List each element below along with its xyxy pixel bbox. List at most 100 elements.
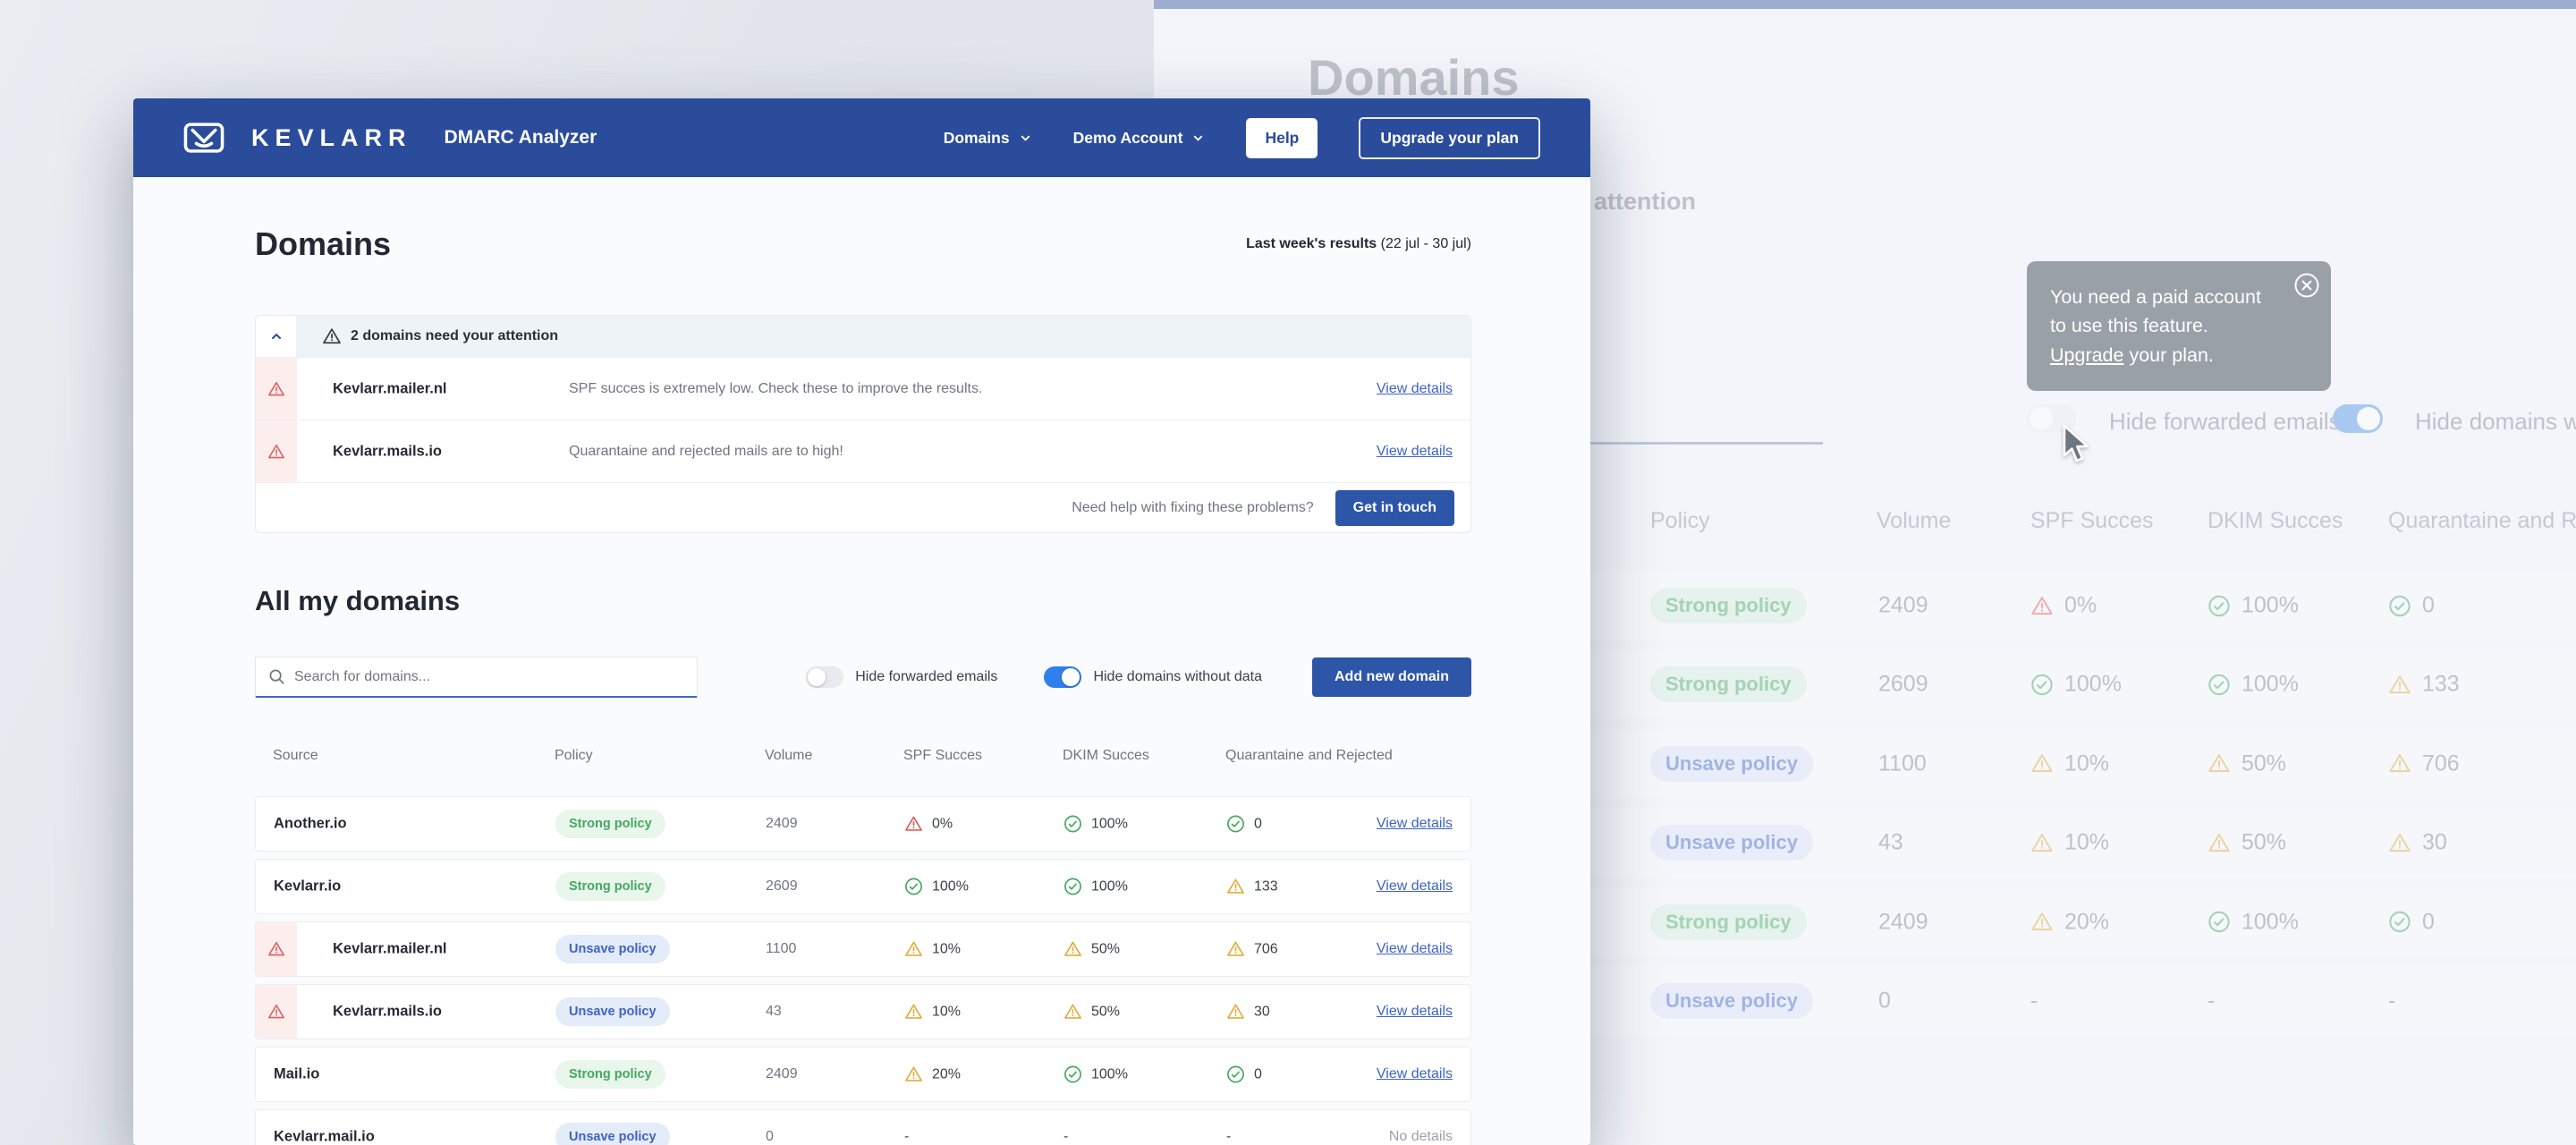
spf-cell: - xyxy=(904,1129,909,1145)
background-policy-badge: Strong policy xyxy=(1650,588,1807,623)
policy-badge: Unsave policy xyxy=(555,1123,670,1145)
alert-row: Kevlarr.mails.io Quarantaine and rejecte… xyxy=(256,420,1470,482)
background-dkim: - xyxy=(2207,988,2215,1014)
attention-panel-title: 2 domains need your attention xyxy=(351,328,559,344)
table-row: Kevlarr.mail.io Unsave policy 0 - - - No… xyxy=(255,1109,1471,1145)
check-circle-icon xyxy=(904,878,923,896)
dkim-cell: - xyxy=(1063,1129,1068,1145)
background-volume: 43 xyxy=(1878,829,1903,855)
status-value: - xyxy=(1063,1129,1069,1144)
results-label: Last week's results xyxy=(1246,236,1377,251)
warning-triangle-icon xyxy=(904,815,923,834)
view-details-link[interactable]: View details xyxy=(1376,941,1453,956)
nav-account[interactable]: Demo Account xyxy=(1073,129,1206,148)
view-details-link[interactable]: View details xyxy=(1376,816,1453,831)
status-value: - xyxy=(2030,988,2038,1014)
brand-name: KEVLARR xyxy=(251,123,412,151)
background-dkim: 100% xyxy=(2207,593,2299,619)
background-dkim: 50% xyxy=(2207,751,2286,776)
background-column-header: SPF Succes xyxy=(2030,508,2154,533)
toggle-off[interactable] xyxy=(806,666,844,688)
status-value: - xyxy=(2388,988,2396,1014)
quarantine-cell: 0 xyxy=(1226,815,1262,834)
get-in-touch-button[interactable]: Get in touch xyxy=(1335,489,1454,526)
warning-triangle-icon xyxy=(2388,752,2411,776)
status-value: - xyxy=(2207,988,2216,1014)
background-search-underline xyxy=(1480,442,1823,445)
table-row: Kevlarr.io Strong policy 2609 100% 100% … xyxy=(255,859,1471,914)
status-value: - xyxy=(904,1129,910,1144)
warning-triangle-icon xyxy=(2388,831,2411,854)
app-window: KEVLARR DMARC Analyzer Domains Demo Acco… xyxy=(133,98,1590,1145)
policy-cell: Strong policy xyxy=(555,810,665,838)
background-policy-badge: Unsave policy xyxy=(1650,983,1813,1019)
volume-value: 2409 xyxy=(766,816,798,831)
warning-triangle-icon xyxy=(2030,594,2054,617)
status-value: 0% xyxy=(2064,592,2097,618)
policy-badge: Unsave policy xyxy=(555,935,670,963)
domain-name: Mail.io xyxy=(274,1065,320,1082)
no-details-label: No details xyxy=(1388,1129,1453,1144)
quarantine-cell: 133 xyxy=(1226,878,1278,896)
view-details-link[interactable]: View details xyxy=(1376,1066,1453,1081)
check-circle-icon xyxy=(1063,878,1082,896)
add-new-domain-button[interactable]: Add new domain xyxy=(1312,657,1471,697)
warning-triangle-icon xyxy=(267,1003,285,1021)
toggle-on[interactable] xyxy=(1044,666,1082,688)
results-range: (22 jul - 30 jul) xyxy=(1377,236,1471,251)
tooltip-text: You need a paid account to use this feat… xyxy=(2050,286,2261,337)
volume-value: 0 xyxy=(766,1129,774,1144)
status-value: 10% xyxy=(2064,751,2110,776)
policy-cell: Strong policy xyxy=(555,872,665,901)
status-value: 0 xyxy=(2422,592,2435,618)
check-circle-icon xyxy=(2207,594,2231,617)
view-details-link[interactable]: View details xyxy=(1376,1004,1453,1019)
view-details-link[interactable]: View details xyxy=(1376,878,1453,894)
collapse-panel-button[interactable] xyxy=(256,316,297,357)
toggle-group: Hide forwarded emails xyxy=(806,666,997,688)
table-row: Mail.io Strong policy 2409 20% 100% 0 Vi… xyxy=(255,1047,1471,1102)
col-dkim: DKIM Succes xyxy=(1063,748,1149,763)
toggle-label: Hide forwarded emails xyxy=(855,669,998,684)
quarantine-cell: 30 xyxy=(1226,1003,1270,1022)
search-input[interactable] xyxy=(294,668,684,685)
toggle-knob xyxy=(1062,668,1080,686)
status-value: 100% xyxy=(932,878,969,894)
view-details-link[interactable]: View details xyxy=(1376,443,1453,459)
close-icon[interactable] xyxy=(2293,272,2320,299)
check-circle-icon xyxy=(2388,594,2411,617)
status-value: 706 xyxy=(2422,751,2460,776)
table-header: Source Policy Volume SPF Succes DKIM Suc… xyxy=(255,748,1471,768)
warning-triangle-icon xyxy=(1226,878,1245,896)
check-circle-icon xyxy=(1226,1065,1245,1084)
nav-domains[interactable]: Domains xyxy=(944,129,1032,148)
status-value: 100% xyxy=(1091,878,1128,894)
status-value: 30 xyxy=(1254,1004,1270,1019)
background-quarantine: 133 xyxy=(2388,672,2460,698)
chevron-up-icon xyxy=(271,334,281,339)
toggle-knob xyxy=(808,668,826,686)
table-row: Another.io Strong policy 2409 0% 100% 0 … xyxy=(255,796,1471,852)
warning-triangle-icon xyxy=(2207,752,2231,776)
background-spf: 20% xyxy=(2030,909,2109,935)
nav-account-label: Demo Account xyxy=(1072,128,1183,147)
view-details-link[interactable]: View details xyxy=(1376,380,1453,396)
help-button[interactable]: Help xyxy=(1246,117,1318,158)
status-value: 100% xyxy=(1091,1066,1128,1081)
status-value: 0 xyxy=(1254,1066,1262,1081)
status-value: 133 xyxy=(2422,671,2460,697)
domain-name: Kevlarr.mailer.nl xyxy=(333,940,447,957)
background-toggle-label: Hide domains without data xyxy=(2415,408,2576,435)
background-volume: 0 xyxy=(1878,988,1891,1014)
warning-triangle-icon xyxy=(1063,1003,1082,1022)
spf-cell: 20% xyxy=(904,1065,961,1084)
app-header: KEVLARR DMARC Analyzer Domains Demo Acco… xyxy=(133,98,1590,177)
domain-name: Kevlarr.io xyxy=(274,878,342,895)
spf-cell: 10% xyxy=(904,940,961,959)
tooltip-upgrade-link[interactable]: Upgrade xyxy=(2050,344,2124,366)
background-quarantine: 706 xyxy=(2388,751,2460,776)
background-quarantine: - xyxy=(2388,988,2395,1014)
upgrade-plan-button[interactable]: Upgrade your plan xyxy=(1359,116,1540,159)
chevron-down-icon xyxy=(1021,135,1030,140)
dkim-cell: 100% xyxy=(1063,815,1128,834)
